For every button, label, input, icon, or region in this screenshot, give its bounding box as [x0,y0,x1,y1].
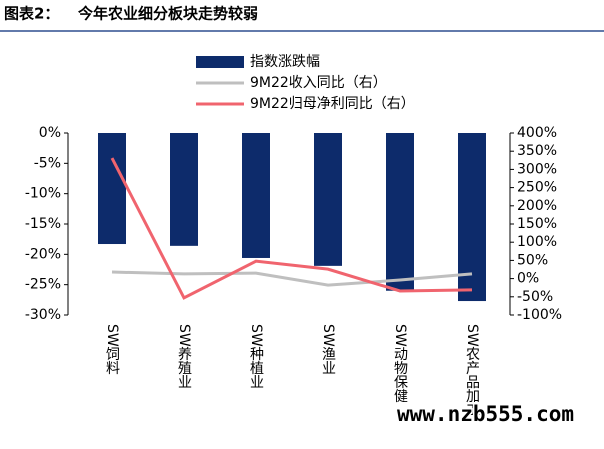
x-tick-label: SW养殖业 [176,324,192,389]
figure-label: 图表2： [4,5,59,23]
y-tick-label: 0% [39,125,61,141]
y-tick-label: -5% [34,155,61,171]
y-tick-label: -25% [25,277,61,293]
line [111,270,473,287]
x-tick-label: SW饲料 [104,324,120,375]
y2-tick-label: 350% [517,143,557,159]
x-tick-label: SW种植业 [248,324,264,389]
bar [386,133,414,291]
bar [170,133,198,246]
x-tick-label: SW动物保健 [392,324,408,404]
y2-tick-label: 250% [517,180,557,196]
chart-title: 今年农业细分板块走势较弱 [77,5,258,23]
bar [242,133,270,258]
y-tick-label: -15% [25,216,61,232]
line [110,157,473,300]
y-tick-label: -20% [25,246,61,262]
y2-tick-label: 50% [517,252,548,268]
legend-label: 指数涨跌幅 [250,54,320,70]
y2-tick-label: -50% [517,289,553,305]
bar [98,133,126,245]
y-tick-label: -10% [25,186,61,202]
y-tick-label: -30% [25,307,61,323]
y2-tick-label: -100% [517,307,562,323]
y2-tick-label: 300% [517,161,557,177]
y2-tick-label: 0% [517,271,539,287]
legend-label: 9M22收入同比（右） [250,75,387,91]
y2-tick-label: 200% [517,198,557,214]
y2-tick-label: 400% [517,125,557,141]
y2-tick-label: 100% [517,234,557,250]
x-tick-label: SW渔业 [320,324,336,375]
legend-label: 9M22归母净利同比（右） [250,95,415,112]
y2-tick-label: 150% [517,216,557,232]
x-tick-label: SW农产品加工 [464,324,480,417]
bar [458,133,486,302]
watermark: www.nzb555.com [397,402,574,426]
legend-swatch [196,56,244,68]
bar [314,133,342,266]
